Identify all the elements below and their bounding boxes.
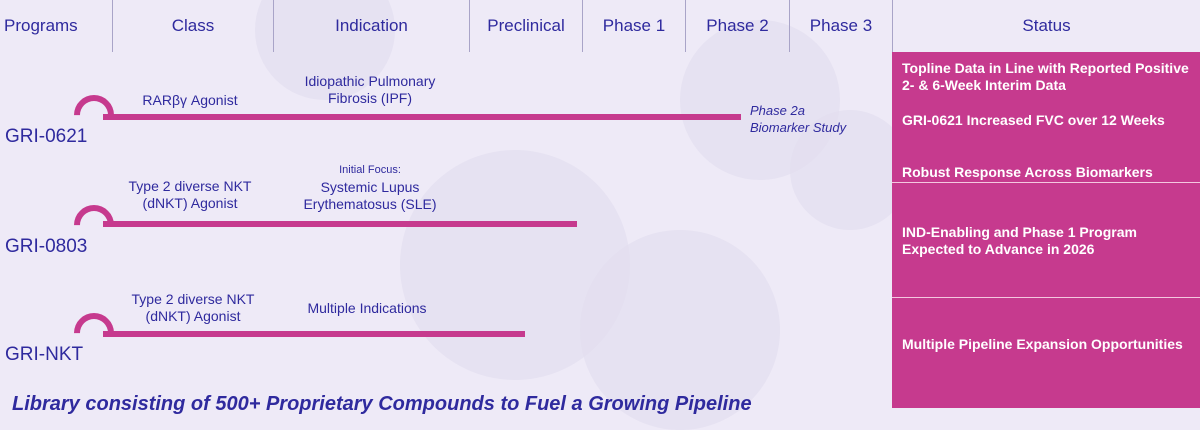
background-bubble xyxy=(790,110,910,230)
class-gri0803-line2: (dNKT) Agonist xyxy=(142,195,238,211)
progress-bar-gri0803 xyxy=(103,221,577,227)
stage-note-gri0621-line2: Biomarker Study xyxy=(750,120,847,135)
class-grinkt-line2: (dNKT) Agonist xyxy=(145,308,241,324)
program-name-grinkt: GRI-NKT xyxy=(5,344,84,365)
indication-gri0803-line2: Erythematosus (SLE) xyxy=(303,196,437,212)
status-gri0621-item: GRI-0621 Increased FVC over 12 Weeks xyxy=(902,112,1165,128)
class-gri0803-line1: Type 2 diverse NKT xyxy=(128,178,252,194)
header-programs: Programs xyxy=(4,16,78,35)
indication-gri0803-line1: Systemic Lupus xyxy=(320,179,420,195)
class-gri0621: RARβγ Agonist xyxy=(142,92,238,108)
header-phase-2: Phase 2 xyxy=(685,0,789,52)
progress-bar-gri0621 xyxy=(103,114,741,120)
header-preclinical: Preclinical xyxy=(469,0,582,52)
header-phase-1: Phase 1 xyxy=(582,0,685,52)
indication-grinkt: Multiple Indications xyxy=(307,300,427,316)
progress-bar-grinkt xyxy=(103,331,525,337)
status-gri0803: IND-Enabling and Phase 1 Program Expecte… xyxy=(902,224,1137,257)
pipeline-header: Programs Class Indication Preclinical Ph… xyxy=(0,0,1200,52)
status-divider xyxy=(892,182,1200,183)
indication-gri0621-line1: Idiopathic Pulmonary xyxy=(304,73,436,89)
indication-gri0621-line2: Fibrosis (IPF) xyxy=(328,90,412,106)
header-class: Class xyxy=(112,0,273,52)
header-status: Status xyxy=(892,0,1200,52)
background-bubble xyxy=(580,230,780,430)
program-name-gri0621: GRI-0621 xyxy=(5,126,88,147)
indication-gri0803-focus: Initial Focus: xyxy=(339,164,401,176)
class-grinkt-line1: Type 2 diverse NKT xyxy=(131,291,255,307)
footer-tagline: Library consisting of 500+ Proprietary C… xyxy=(12,393,752,415)
stage-note-gri0621-line1: Phase 2a xyxy=(750,103,805,118)
status-gri0621-item: Robust Response Across Biomarkers xyxy=(902,164,1153,180)
status-grinkt: Multiple Pipeline Expansion Opportunitie… xyxy=(902,336,1183,352)
status-divider xyxy=(892,297,1200,298)
header-indication: Indication xyxy=(273,0,469,52)
header-phase-3: Phase 3 xyxy=(789,0,892,52)
status-panel: Topline Data in Line with Reported Posit… xyxy=(892,52,1200,408)
program-name-gri0803: GRI-0803 xyxy=(5,236,88,257)
status-gri0621-item: Topline Data in Line with Reported Posit… xyxy=(902,60,1189,93)
